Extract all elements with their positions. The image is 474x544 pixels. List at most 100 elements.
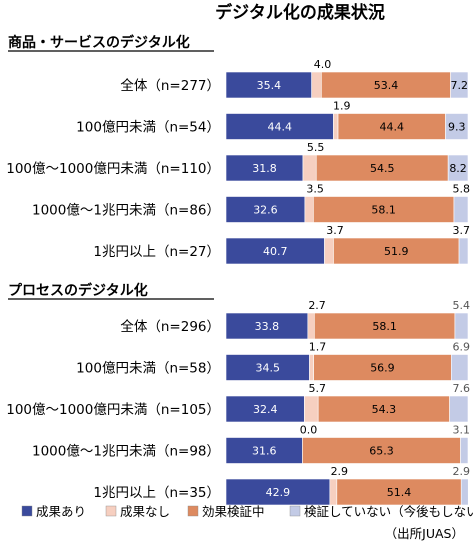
bar-row: 全体（n=296） 33.8 2.7 58.1 5.4 [120,299,470,340]
bar-segment [307,312,315,340]
category-label: 1兆円以上（n=27） [93,244,220,260]
bar-row: 1000億〜1兆円未満（n=98） 31.6 0.0 65.3 3.1 [32,424,470,464]
data-label: 32.4 [253,403,278,416]
bar-row: 全体（n=277） 35.4 4.0 53.4 7.2 [120,58,469,99]
category-label: 100億〜1000億円未満（n=110） [6,161,220,177]
data-label: 58.1 [371,204,396,217]
data-label: 4.0 [314,58,332,71]
data-label: 32.6 [253,204,278,217]
category-label: 1兆円以上（n=35） [93,485,220,501]
data-label: 65.3 [369,445,394,458]
data-label: 44.4 [267,121,292,134]
legend-label: 検証していない（今後もしない） [304,504,474,519]
bar-segment [225,354,310,381]
legend-item: 成果あり [21,504,86,519]
data-label: 51.9 [384,245,409,258]
category-label: 全体（n=296） [120,318,220,335]
bar-segment [225,478,331,506]
bar-segment [329,478,338,506]
bar-segment [315,154,449,182]
data-label: 7.2 [451,79,469,92]
data-label: 2.7 [308,299,326,312]
data-label: 33.8 [255,320,280,333]
data-label: 5.5 [307,141,325,154]
legend: 成果あり 成果なし 効果検証中 検証していない（今後もしない） [21,504,474,519]
bar-segment [321,71,451,99]
data-label: 0.0 [300,424,318,437]
data-label: 3.5 [306,183,324,196]
legend-label: 成果なし [120,504,170,519]
category-label: 100億円未満（n=54） [76,120,220,136]
data-label: 40.7 [263,245,288,258]
bar-segment [336,478,462,506]
bar-row: 1兆円以上（n=35） 42.9 2.9 51.4 2.9 [93,465,471,506]
data-label: 3.7 [326,224,344,237]
data-label: 56.9 [370,362,395,375]
legend-swatch [289,505,301,517]
bar-segment [458,237,469,265]
bar-segment [314,312,456,340]
bar-segment [333,113,339,140]
data-label: 42.9 [266,486,291,499]
category-label: 100億〜1000億円未満（n=105） [6,402,220,418]
bar-segment [302,437,461,464]
bar-segment [460,437,469,464]
data-label: 51.4 [387,486,412,499]
data-label: 58.1 [372,320,397,333]
category-label: 全体（n=277） [120,77,220,94]
legend-label: 成果あり [36,504,86,519]
data-label: 34.5 [255,362,280,375]
data-label: 9.3 [448,121,466,134]
bar-segment [311,71,322,99]
legend-item: 成果なし [105,504,170,519]
bar-segment [450,71,469,99]
bar-segment [447,154,469,182]
bar-segment [454,312,469,340]
data-label: 6.9 [453,341,471,354]
bar-segment [309,354,314,381]
bar-segment [449,395,469,423]
data-label: 7.6 [453,382,471,395]
legend-item: 検証していない（今後もしない） [289,504,474,519]
bar-segment [225,113,334,140]
data-label: 3.1 [453,424,471,437]
bar-segment [304,395,319,423]
section-title: プロセスのデジタル化 [8,282,148,299]
legend-label: 効果検証中 [202,504,265,519]
bar-row: 100億円未満（n=54） 44.4 1.9 44.4 9.3 [76,100,469,140]
bar-segment [225,395,305,423]
category-label: 1000億〜1兆円未満（n=98） [32,444,220,460]
bar-segment [445,113,469,140]
data-label: 44.4 [380,121,405,134]
legend-swatch [21,505,33,517]
bar-row: 1兆円以上（n=27） 40.7 3.7 51.9 3.7 [93,224,471,265]
bar-segment [302,154,317,182]
category-label: 1000億〜1兆円未満（n=86） [32,203,220,219]
data-label: 53.4 [374,79,399,92]
bar-segment [225,154,304,182]
bar-segment [451,354,469,381]
data-label: 1.7 [309,341,327,354]
bar-segment [225,437,303,464]
data-label: 8.2 [449,162,467,175]
data-label: 2.9 [331,465,349,478]
data-label: 1.9 [333,100,351,113]
bar-segment [337,113,446,140]
bar-segment [324,237,334,265]
data-label: 54.5 [370,162,395,175]
data-label: 3.7 [453,224,471,237]
section-title: 商品・サービスのデジタル化 [8,34,190,51]
data-label: 2.9 [453,465,471,478]
data-label: 54.3 [372,403,397,416]
bar-segment [304,196,314,223]
bar-segment [313,196,455,223]
bar-segment [317,395,450,423]
data-label: 31.6 [252,445,277,458]
bar-segment [225,237,325,265]
legend-swatch [105,505,117,517]
bar-row: 100億円未満（n=58） 34.5 1.7 56.9 6.9 [76,341,470,381]
bar-segment [313,354,452,381]
